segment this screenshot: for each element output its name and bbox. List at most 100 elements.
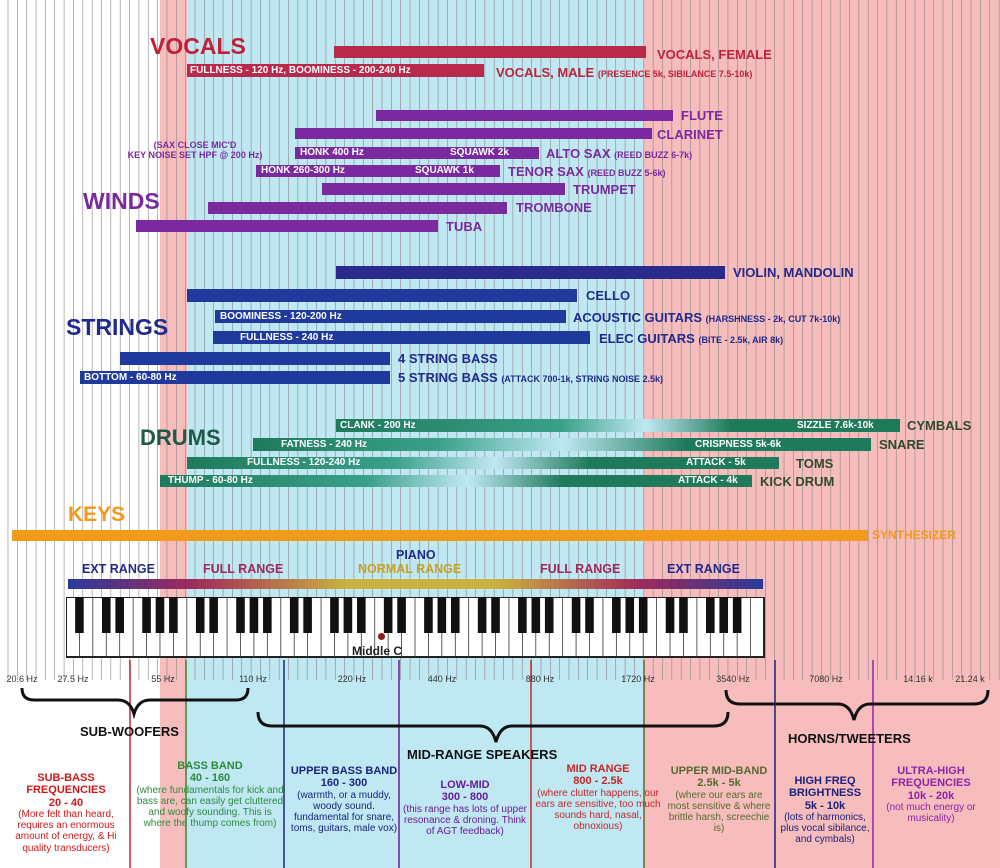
bar-kick bbox=[160, 475, 752, 487]
label-acoustic: ACOUSTIC GUITARS (HARSHNESS - 2k, CUT 7k… bbox=[573, 311, 840, 324]
zone-description: (More felt than heard, requires an enorm… bbox=[15, 808, 117, 854]
label-bass4: 4 STRING BASS bbox=[398, 351, 498, 366]
black-key bbox=[719, 597, 729, 633]
black-key bbox=[491, 597, 500, 633]
black-key bbox=[679, 597, 688, 633]
label-violin: VIOLIN, MANDOLIN bbox=[733, 265, 854, 280]
bar-elec bbox=[213, 331, 590, 344]
label-elec-note: (BITE - 2.5k, AIR 8k) bbox=[698, 335, 784, 345]
zone-description: (where our ears are most sensitive & whe… bbox=[667, 789, 771, 835]
label-vocals-male-note: (PRESENCE 5k, SIBILANCE 7.5-10k) bbox=[597, 69, 753, 79]
bar-text-snare-1: FATNESS - 240 Hz bbox=[281, 439, 367, 450]
middle-c-label: Middle C bbox=[352, 644, 402, 658]
frequency-tick-label: 7080 Hz bbox=[809, 674, 843, 684]
zone-range: 300 - 800 bbox=[441, 791, 489, 804]
black-key bbox=[665, 597, 675, 633]
section-winds: WINDS bbox=[83, 188, 160, 214]
label-subwoofers: SUB-WOOFERS bbox=[80, 724, 179, 739]
zone-range: 160 - 300 bbox=[320, 777, 368, 790]
section-drums: DRUMS bbox=[140, 425, 221, 450]
frequency-zone: MID RANGE 800 - 2.5k (where clutter happen… bbox=[534, 763, 662, 832]
piano-full-left: FULL RANGE bbox=[203, 562, 284, 576]
sax-note-line2: KEY NOISE SET HPF @ 200 Hz) bbox=[127, 150, 263, 161]
black-key bbox=[732, 597, 742, 633]
piano-title: PIANO bbox=[396, 548, 436, 562]
frequency-tick-label: 880 Hz bbox=[525, 674, 555, 684]
bar-text-tenor-sax-2: SQUAWK 1k bbox=[415, 165, 474, 176]
frequency-zone: ULTRA-HIGH FREQUENCIES 10k - 20k (not much… bbox=[876, 765, 986, 824]
frequency-tick-label: 55 Hz bbox=[151, 674, 175, 684]
black-key bbox=[289, 597, 299, 633]
frequency-zone: SUB-BASS FREQUENCIES 20 - 40 (More felt th… bbox=[0, 772, 132, 854]
frequency-tick-label: 20.6 Hz bbox=[6, 674, 38, 684]
label-acoustic-text: ACOUSTIC GUITARS bbox=[573, 310, 703, 325]
label-bass5-text: 5 STRING BASS bbox=[398, 370, 498, 385]
zone-range: 2.5k - 5k bbox=[697, 777, 741, 790]
section-vocals: VOCALS bbox=[150, 33, 246, 59]
black-key bbox=[450, 597, 460, 633]
piano-range-bar bbox=[68, 579, 763, 589]
frequency-tick-label: 14.16 k bbox=[903, 674, 933, 684]
bar-text-vocals-male: FULLNESS - 120 Hz, BOOMINESS - 200-240 H… bbox=[190, 65, 411, 76]
label-trombone: TROMBONE bbox=[516, 200, 592, 215]
piano-ext-right: EXT RANGE bbox=[667, 562, 740, 576]
black-key bbox=[303, 597, 312, 633]
zone-range: 10k - 20k bbox=[907, 789, 955, 802]
black-key bbox=[357, 597, 366, 633]
section-keys: KEYS bbox=[68, 503, 126, 526]
black-key bbox=[236, 597, 245, 633]
black-key bbox=[571, 597, 581, 633]
zone-range: 40 - 160 bbox=[189, 772, 231, 785]
label-acoustic-note: (HARSHNESS - 2k, CUT 7k-10k) bbox=[705, 314, 841, 324]
label-flute: FLUTE bbox=[681, 108, 723, 123]
zone-description: (where fundamentals for kick and bass ar… bbox=[136, 784, 284, 830]
bar-text-bass5: BOTTOM - 60-80 Hz bbox=[84, 372, 177, 383]
zone-description: (lots of harmonics, plus vocal sibilance… bbox=[780, 811, 870, 846]
zone-range: 20 - 40 bbox=[48, 796, 84, 809]
label-alto-sax-note: (REED BUZZ 6-7k) bbox=[614, 150, 693, 160]
black-key bbox=[424, 597, 433, 633]
bar-vocals-female bbox=[334, 46, 646, 58]
black-key bbox=[437, 597, 447, 633]
black-key bbox=[75, 597, 84, 633]
bar-clarinet bbox=[295, 128, 652, 139]
black-key bbox=[383, 597, 393, 633]
bar-violin bbox=[336, 266, 725, 279]
bar-text-snare-2: CRISPNESS 5k-6k bbox=[695, 439, 782, 450]
bar-cello bbox=[187, 289, 577, 302]
bar-text-cymbals-1: CLANK - 200 Hz bbox=[340, 420, 416, 431]
black-key bbox=[142, 597, 151, 633]
label-kick: KICK DRUM bbox=[760, 474, 835, 489]
zone-title: BASS BAND bbox=[177, 760, 243, 772]
zone-description: (not much energy or musicality) bbox=[886, 801, 976, 825]
label-midrange: MID-RANGE SPEAKERS bbox=[407, 747, 558, 762]
sax-note: (SAX CLOSE MIC'D KEY NOISE SET HPF @ 200… bbox=[105, 140, 285, 161]
black-key bbox=[330, 597, 339, 633]
bar-tenor-sax bbox=[256, 165, 500, 177]
bar-acoustic bbox=[215, 310, 566, 323]
piano-normal: NORMAL RANGE bbox=[358, 562, 462, 576]
bar-text-kick-2: ATTACK - 4k bbox=[678, 475, 738, 486]
frequency-zone: BASS BAND 40 - 160 (where fundamentals for… bbox=[134, 760, 286, 829]
black-key bbox=[343, 597, 353, 633]
bar-snare bbox=[253, 438, 871, 451]
black-key bbox=[612, 597, 621, 633]
label-tenor-sax: TENOR SAX (REED BUZZ 5-6k) bbox=[508, 165, 665, 178]
bar-text-kick-1: THUMP - 60-80 Hz bbox=[168, 475, 253, 486]
bar-text-toms-2: ATTACK - 5k bbox=[686, 457, 746, 468]
label-alto-sax-text: ALTO SAX bbox=[546, 146, 611, 161]
black-key bbox=[209, 597, 218, 633]
zone-range: 800 - 2.5k bbox=[573, 775, 623, 788]
middle-c-dot bbox=[378, 633, 385, 640]
bar-toms bbox=[187, 457, 779, 469]
zone-description: (this range has lots of upper resonance … bbox=[403, 803, 527, 837]
bar-text-alto-sax-1: HONK 400 Hz bbox=[300, 147, 364, 158]
frequency-tick-label: 220 Hz bbox=[337, 674, 367, 684]
black-key bbox=[477, 597, 487, 633]
label-elec: ELEC GUITARS (BITE - 2.5k, AIR 8k) bbox=[599, 332, 783, 345]
frequency-zone: LOW-MID 300 - 800 (this range has lots of … bbox=[402, 779, 528, 837]
sax-note-line1: (SAX CLOSE MIC'D bbox=[153, 140, 237, 150]
label-vocals-female: VOCALS, FEMALE bbox=[657, 47, 772, 62]
bar-cymbals bbox=[336, 419, 900, 432]
section-strings: STRINGS bbox=[66, 314, 169, 340]
